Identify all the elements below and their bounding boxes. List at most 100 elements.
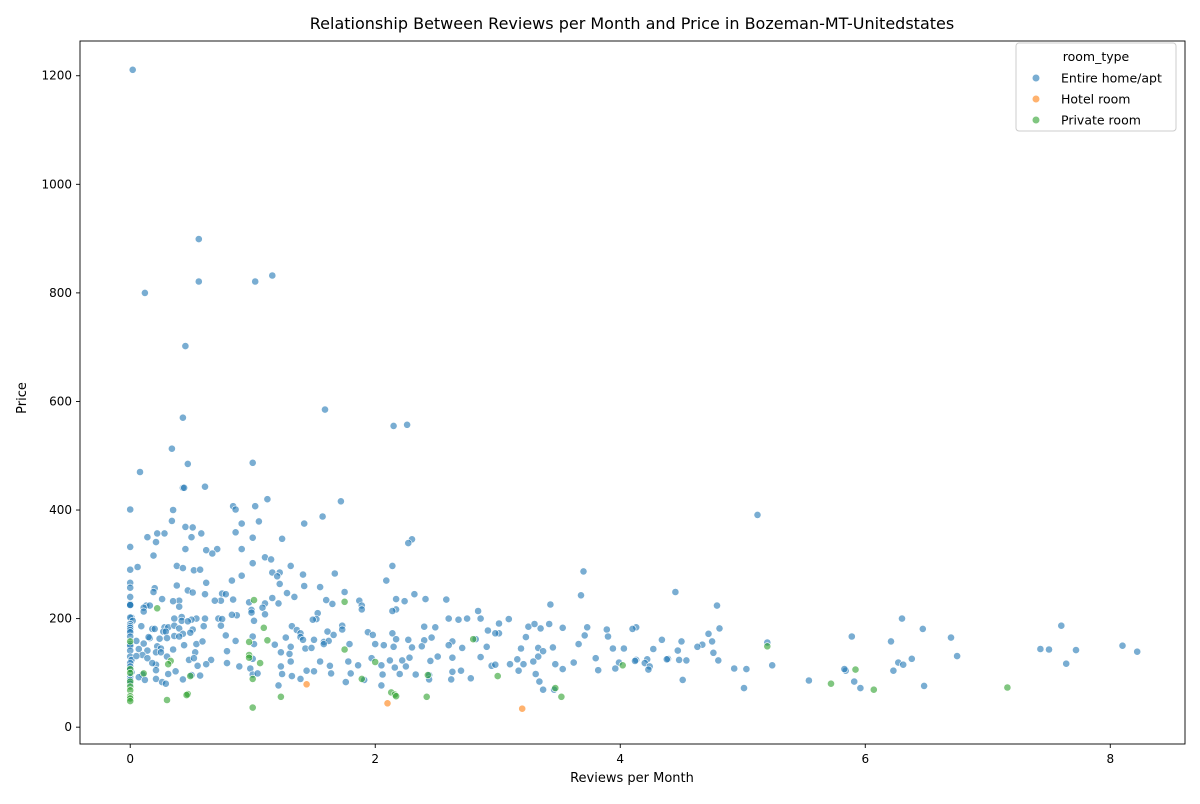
data-point — [263, 636, 272, 645]
data-point — [850, 677, 859, 686]
data-point — [340, 645, 349, 654]
data-point — [357, 675, 366, 683]
data-point — [730, 664, 739, 673]
data-point — [628, 625, 637, 633]
data-point — [270, 640, 279, 649]
data-point — [149, 551, 158, 560]
data-point — [368, 631, 377, 639]
data-point — [899, 660, 908, 669]
data-point — [158, 595, 166, 603]
data-point — [181, 545, 190, 553]
data-point — [194, 235, 203, 243]
data-point — [522, 633, 530, 641]
data-point — [201, 590, 209, 599]
data-point — [1045, 645, 1053, 654]
data-point — [172, 581, 181, 590]
legend-title: room_type — [1063, 49, 1130, 64]
data-point — [227, 610, 236, 619]
x-tick-label: 2 — [371, 752, 379, 766]
y-tick-label: 1200 — [41, 69, 72, 83]
data-point — [389, 421, 398, 430]
data-point — [574, 640, 583, 648]
data-point — [175, 624, 184, 633]
data-point — [404, 635, 413, 644]
data-point — [371, 658, 380, 666]
data-point — [427, 633, 436, 642]
data-point — [187, 533, 196, 542]
data-point — [395, 670, 404, 678]
data-point — [152, 675, 160, 683]
data-point — [231, 505, 240, 514]
data-point — [742, 665, 751, 673]
data-point — [137, 622, 146, 631]
data-point — [740, 684, 748, 692]
data-point — [383, 699, 392, 708]
data-point — [673, 646, 682, 655]
data-point — [390, 663, 399, 672]
data-point — [133, 563, 142, 571]
data-point — [140, 288, 149, 297]
data-point — [126, 565, 135, 574]
data-point — [422, 692, 431, 701]
data-point — [354, 661, 362, 670]
data-point — [175, 632, 184, 641]
data-point — [953, 652, 961, 660]
data-point — [514, 666, 523, 675]
data-point — [535, 677, 544, 686]
data-point — [231, 637, 240, 645]
plot-area: 0 2 4 6 8 0 200 400 600 800 1000 1200 — [41, 40, 1186, 766]
data-point — [140, 676, 149, 684]
data-point — [448, 667, 457, 676]
data-point — [558, 665, 567, 673]
data-point — [186, 628, 195, 637]
data-point — [237, 571, 246, 580]
data-point — [336, 497, 345, 506]
data-point — [308, 615, 317, 624]
data-point — [273, 572, 282, 581]
data-point — [150, 625, 159, 633]
series-entire-home-apt — [126, 65, 1142, 694]
data-point — [420, 622, 429, 631]
data-point — [156, 648, 165, 657]
data-point — [840, 665, 849, 673]
data-point — [463, 614, 471, 623]
data-point — [398, 656, 407, 665]
x-tick-label: 0 — [126, 752, 134, 766]
data-point — [918, 625, 927, 633]
data-point — [267, 555, 275, 564]
data-point — [182, 691, 191, 699]
data-point — [649, 645, 658, 653]
data-point — [328, 600, 337, 608]
legend-marker — [1031, 73, 1041, 83]
data-point — [286, 642, 295, 651]
data-point — [183, 617, 192, 626]
data-point — [310, 667, 318, 676]
data-point — [388, 607, 397, 615]
data-point — [329, 631, 338, 639]
data-point — [149, 588, 158, 596]
data-point — [401, 662, 410, 671]
data-point — [1062, 659, 1071, 668]
data-point — [274, 599, 283, 608]
data-point — [539, 647, 547, 656]
data-point — [898, 614, 906, 623]
data-point — [476, 653, 485, 661]
data-point — [237, 519, 246, 528]
data-point — [171, 667, 180, 676]
data-point — [1003, 683, 1012, 692]
data-point — [405, 653, 414, 662]
data-point — [411, 670, 420, 679]
y-tick-label: 600 — [49, 394, 72, 408]
data-point — [675, 656, 683, 664]
y-tick-label: 0 — [64, 720, 72, 734]
data-point — [216, 621, 225, 630]
data-point — [534, 652, 543, 661]
data-point — [210, 596, 219, 605]
data-point — [410, 590, 419, 599]
data-point — [248, 675, 257, 683]
data-point — [476, 614, 485, 623]
series-hotel-room — [302, 680, 527, 713]
data-point — [677, 637, 686, 646]
data-point — [163, 634, 171, 642]
data-point — [385, 656, 394, 665]
